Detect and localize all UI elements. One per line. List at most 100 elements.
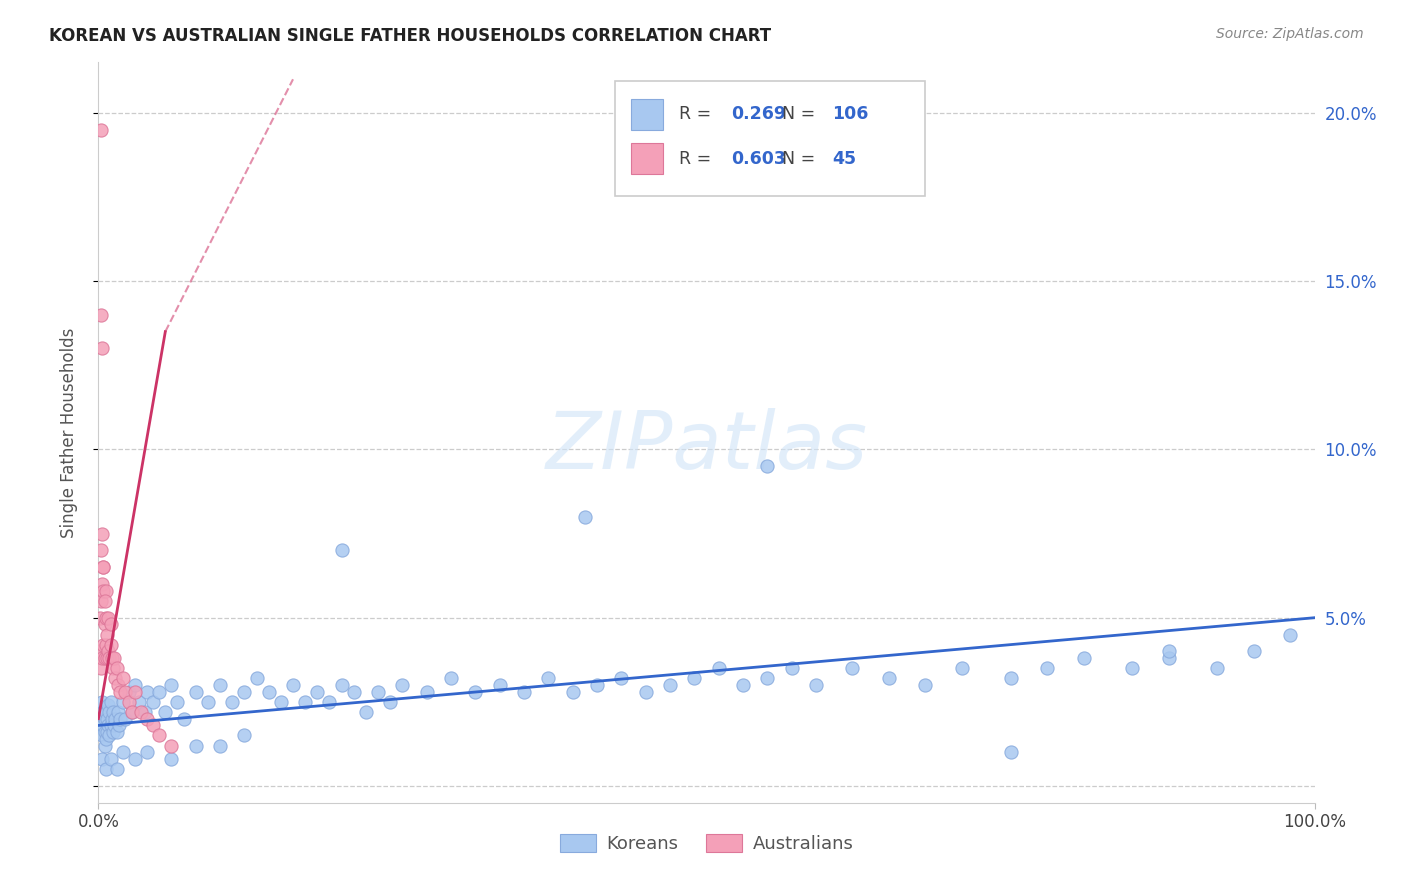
Point bbox=[93, 739, 115, 753]
Point bbox=[707, 661, 730, 675]
Point bbox=[221, 695, 243, 709]
Point bbox=[343, 685, 366, 699]
Point bbox=[914, 678, 936, 692]
Point bbox=[148, 729, 170, 743]
Point bbox=[209, 678, 232, 692]
Text: R =: R = bbox=[679, 150, 716, 168]
Point bbox=[537, 671, 560, 685]
Point bbox=[136, 745, 159, 759]
Point bbox=[731, 678, 754, 692]
Point bbox=[91, 638, 114, 652]
Point bbox=[107, 678, 129, 692]
Point bbox=[96, 627, 118, 641]
Point bbox=[380, 695, 402, 709]
Text: 0.603: 0.603 bbox=[731, 150, 786, 168]
Point bbox=[91, 560, 114, 574]
Point bbox=[610, 671, 633, 685]
Point bbox=[129, 705, 152, 719]
Point bbox=[233, 729, 256, 743]
Point bbox=[90, 594, 112, 608]
Point bbox=[91, 651, 114, 665]
Point bbox=[184, 685, 207, 699]
Point bbox=[124, 678, 146, 692]
FancyBboxPatch shape bbox=[631, 143, 662, 174]
Point bbox=[245, 671, 267, 685]
Point bbox=[90, 543, 112, 558]
Point bbox=[136, 712, 159, 726]
Point bbox=[160, 752, 183, 766]
Text: ZIPatlas: ZIPatlas bbox=[546, 409, 868, 486]
Point bbox=[97, 698, 120, 713]
Point bbox=[110, 712, 132, 726]
Point bbox=[1000, 745, 1022, 759]
Point bbox=[166, 695, 188, 709]
Point bbox=[98, 729, 121, 743]
Point bbox=[104, 712, 127, 726]
Point bbox=[354, 705, 377, 719]
Point bbox=[257, 685, 280, 699]
Point bbox=[97, 718, 120, 732]
Point bbox=[108, 718, 131, 732]
Point bbox=[1036, 661, 1059, 675]
Point bbox=[100, 752, 122, 766]
Point bbox=[100, 718, 122, 732]
Point bbox=[101, 651, 124, 665]
Point bbox=[756, 459, 779, 474]
Point bbox=[950, 661, 973, 675]
Point bbox=[101, 705, 124, 719]
Point bbox=[90, 122, 112, 136]
Point bbox=[89, 712, 111, 726]
Point bbox=[93, 712, 115, 726]
Point bbox=[100, 695, 122, 709]
Point bbox=[1157, 651, 1180, 665]
Text: 0.269: 0.269 bbox=[731, 105, 786, 123]
Point bbox=[281, 678, 304, 692]
Point bbox=[110, 685, 132, 699]
Point bbox=[111, 671, 134, 685]
Point bbox=[93, 725, 115, 739]
Point bbox=[233, 685, 256, 699]
Point bbox=[98, 705, 121, 719]
Point bbox=[94, 731, 117, 746]
Point bbox=[209, 739, 232, 753]
Point bbox=[101, 725, 124, 739]
Point bbox=[134, 705, 156, 719]
Point bbox=[173, 712, 195, 726]
Point bbox=[96, 651, 118, 665]
Point bbox=[94, 762, 117, 776]
Point bbox=[91, 560, 114, 574]
Point bbox=[94, 611, 117, 625]
Point bbox=[184, 739, 207, 753]
Point bbox=[307, 685, 329, 699]
Point bbox=[94, 638, 117, 652]
Point bbox=[94, 705, 117, 719]
Point bbox=[111, 695, 134, 709]
Point bbox=[90, 308, 112, 322]
Point bbox=[124, 752, 146, 766]
Point bbox=[1157, 644, 1180, 658]
Point bbox=[1073, 651, 1095, 665]
Point bbox=[91, 718, 114, 732]
Point bbox=[100, 617, 122, 632]
Point bbox=[318, 695, 340, 709]
Point bbox=[94, 583, 117, 598]
Point bbox=[90, 718, 112, 732]
Point bbox=[103, 718, 125, 732]
Point bbox=[294, 695, 316, 709]
Point bbox=[91, 729, 114, 743]
Point bbox=[103, 651, 125, 665]
Point bbox=[98, 651, 121, 665]
Point bbox=[91, 695, 114, 709]
Point bbox=[89, 611, 111, 625]
Point bbox=[391, 678, 413, 692]
Point bbox=[93, 651, 115, 665]
Point bbox=[114, 712, 136, 726]
Point bbox=[464, 685, 486, 699]
Point bbox=[142, 718, 165, 732]
Point bbox=[586, 678, 609, 692]
Point bbox=[96, 725, 118, 739]
Point bbox=[89, 644, 111, 658]
Point bbox=[91, 583, 114, 598]
Point bbox=[1279, 627, 1302, 641]
Point bbox=[90, 661, 112, 675]
